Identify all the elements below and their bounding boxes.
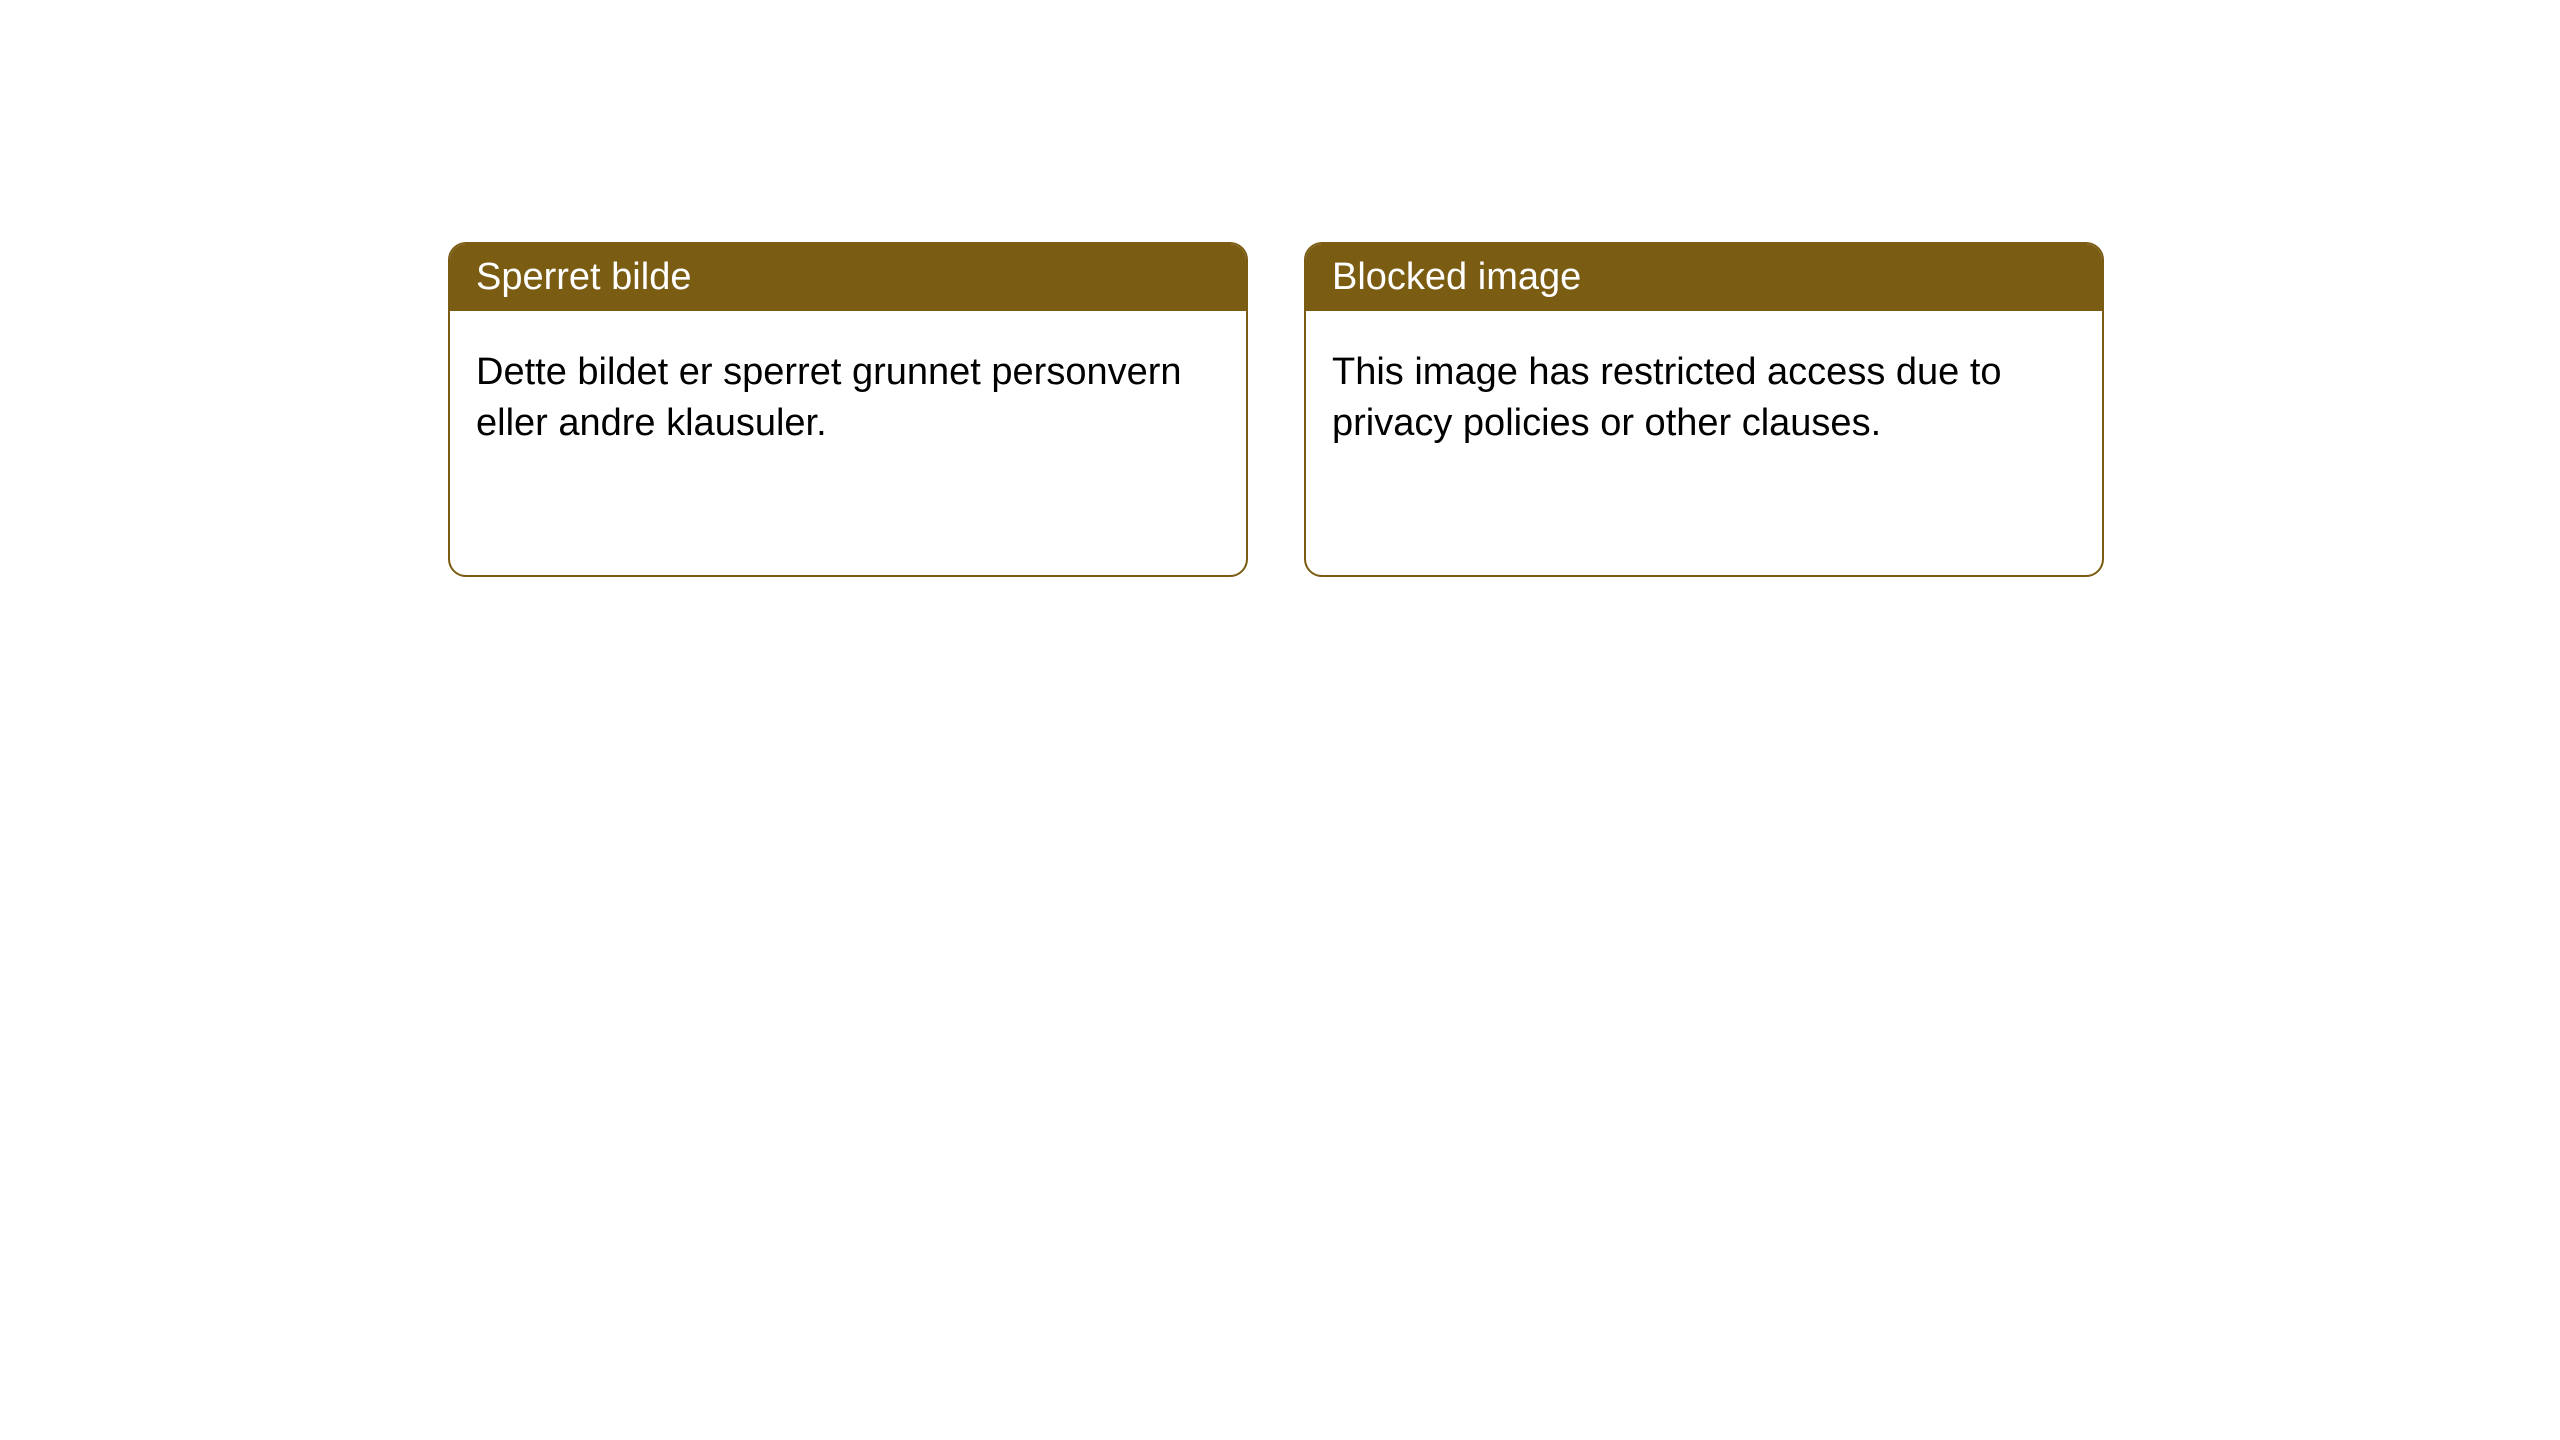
notice-card-body: Dette bildet er sperret grunnet personve… [450,311,1246,486]
notice-card-title: Blocked image [1306,244,2102,311]
notice-card-body: This image has restricted access due to … [1306,311,2102,486]
notice-card-norwegian: Sperret bilde Dette bildet er sperret gr… [448,242,1248,577]
notice-card-english: Blocked image This image has restricted … [1304,242,2104,577]
notice-cards-container: Sperret bilde Dette bildet er sperret gr… [0,0,2560,577]
notice-card-title: Sperret bilde [450,244,1246,311]
